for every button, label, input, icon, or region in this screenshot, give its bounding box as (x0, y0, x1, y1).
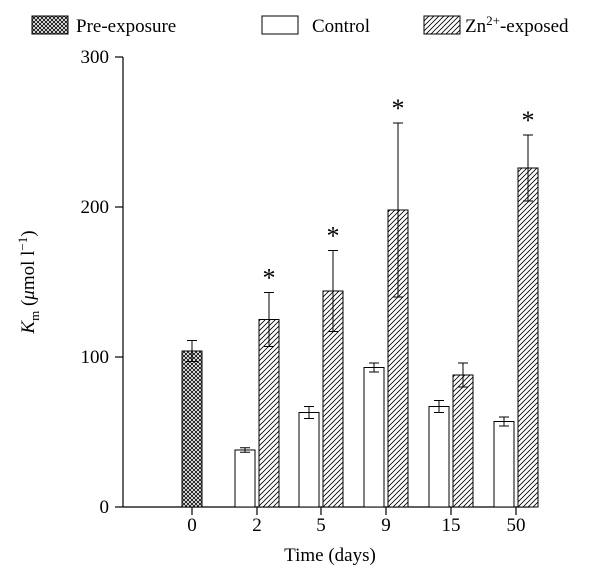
x-tick-label: 5 (316, 515, 326, 536)
significance-asterisk: * (392, 94, 405, 123)
x-tick-label: 2 (252, 515, 262, 536)
bar-diagonal-15 (452, 374, 474, 508)
y-tick-label: 100 (81, 347, 110, 368)
legend-label-zn-exposed: Zn2+-exposed (465, 13, 569, 37)
y-axis-ticks: 0 100 200 300 (81, 47, 123, 518)
x-tick-label: 0 (187, 515, 197, 536)
legend-label-pre-exposure: Pre-exposure (76, 16, 176, 37)
x-tick-label: 9 (381, 515, 391, 536)
x-tick-label: 15 (442, 515, 461, 536)
bar-diagonal-50 (517, 167, 539, 508)
bar-open-5 (298, 412, 320, 508)
significance-asterisk: * (263, 264, 276, 293)
legend-swatch-pre-exposure (31, 15, 69, 35)
y-axis-title: Km (μmol l−1) (15, 230, 42, 334)
bar-crosshatch-0 (181, 350, 203, 508)
bar-diagonal-2 (258, 319, 280, 508)
significance-markers: * * * * (263, 94, 535, 293)
significance-asterisk: * (327, 222, 340, 251)
x-axis-ticks: 0 2 5 9 15 50 (187, 507, 526, 536)
y-tick-label: 300 (81, 47, 110, 68)
x-tick-label: 50 (507, 515, 526, 536)
y-tick-label: 200 (81, 197, 110, 218)
legend-swatch-control (261, 15, 299, 35)
legend-swatch-zn-exposed (423, 15, 461, 35)
bars (181, 167, 539, 508)
significance-asterisk: * (522, 106, 535, 135)
error-bars (187, 122, 533, 453)
x-axis-title: Time (days) (284, 545, 376, 566)
bar-open-9 (363, 367, 385, 508)
bar-open-50 (493, 421, 515, 508)
bar-open-2 (234, 449, 256, 508)
legend-label-control: Control (312, 16, 370, 37)
bar-open-15 (428, 406, 450, 508)
y-tick-label: 0 (100, 497, 110, 518)
legend: Pre-exposure Control Zn2+-exposed (31, 13, 569, 37)
